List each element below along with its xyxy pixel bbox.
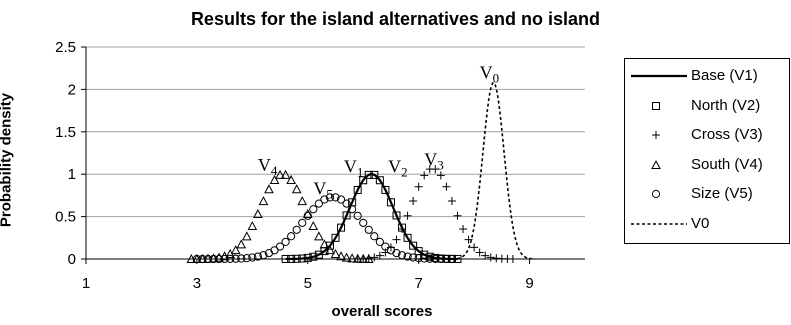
legend: Base (V1) North (V2) Cross (V3) South (V4) S…: [624, 58, 790, 244]
legend-label: Base (V1): [691, 67, 758, 84]
legend-label: North (V2): [691, 97, 760, 114]
legend-label: South (V4): [691, 156, 763, 173]
series-annotation: V2: [388, 157, 408, 180]
data-point: [371, 233, 378, 240]
data-point: [392, 236, 400, 244]
legend-item: South (V4): [625, 152, 791, 178]
data-point: [282, 238, 289, 245]
legend-item: Cross (V3): [625, 122, 791, 148]
y-tick-label: 1.5: [55, 124, 76, 141]
data-point: [487, 253, 495, 261]
legend-swatch: [629, 93, 689, 119]
legend-marker: [652, 131, 660, 139]
data-point: [354, 212, 361, 219]
legend-item: V0: [625, 211, 791, 237]
data-point: [298, 197, 306, 205]
data-point: [299, 219, 306, 226]
legend-marker: [653, 102, 660, 109]
y-tick-label: 1: [68, 166, 76, 183]
series-annotation: V4: [258, 155, 278, 178]
y-tick-label: 0: [68, 251, 76, 268]
data-point: [309, 222, 317, 230]
data-point: [415, 183, 423, 191]
legend-swatch: [629, 211, 689, 237]
grid-lines: [86, 47, 585, 217]
data-point: [453, 212, 461, 220]
data-point: [304, 212, 311, 219]
data-point: [365, 226, 372, 233]
series-v0: [419, 83, 535, 259]
series-annotation: V3: [424, 150, 444, 173]
data-point: [320, 240, 328, 248]
x-tick-label: 3: [193, 275, 201, 292]
legend-label: Size (V5): [691, 185, 753, 202]
data-point: [404, 212, 412, 220]
data-point: [243, 232, 251, 240]
legend-item: Size (V5): [625, 181, 791, 207]
series-annotation: V1: [344, 157, 364, 180]
axes: [81, 47, 585, 264]
legend-marker: [652, 190, 659, 197]
data-point: [287, 176, 295, 184]
data-point: [232, 246, 240, 254]
legend-swatch: [629, 152, 689, 178]
data-point: [470, 243, 478, 251]
data-point: [259, 197, 267, 205]
x-tick-label: 7: [414, 275, 422, 292]
y-tick-label: 2.5: [55, 39, 76, 56]
data-point: [265, 185, 273, 193]
y-tick-label: 0.5: [55, 209, 76, 226]
data-point: [448, 197, 456, 205]
data-point: [237, 240, 245, 248]
data-point: [248, 222, 256, 230]
data-point: [288, 233, 295, 240]
y-tick-label: 2: [68, 81, 76, 98]
data-point: [459, 225, 467, 233]
x-tick-label: 1: [82, 275, 90, 292]
legend-swatch: [629, 122, 689, 148]
data-point: [293, 185, 301, 193]
data-point: [293, 226, 300, 233]
legend-marker: [652, 161, 660, 169]
tick-labels: 0 0.5 1 1.5 2 2.5 1 3 5 7 9: [55, 39, 534, 292]
data-point: [360, 219, 367, 226]
data-point: [315, 232, 323, 240]
legend-label: V0: [691, 215, 709, 232]
data-point: [442, 183, 450, 191]
legend-swatch: [629, 181, 689, 207]
series-annotation: V0: [480, 62, 500, 85]
data-point: [420, 171, 428, 179]
series-line: [419, 83, 535, 259]
data-point: [409, 197, 417, 205]
x-tick-label: 5: [304, 275, 312, 292]
legend-swatch: [629, 63, 689, 89]
legend-item: North (V2): [625, 93, 791, 119]
legend-label: Cross (V3): [691, 126, 763, 143]
x-tick-label: 9: [525, 275, 533, 292]
legend-item: Base (V1): [625, 63, 791, 89]
series-annotation: V5: [313, 179, 333, 202]
data-point: [310, 206, 317, 213]
